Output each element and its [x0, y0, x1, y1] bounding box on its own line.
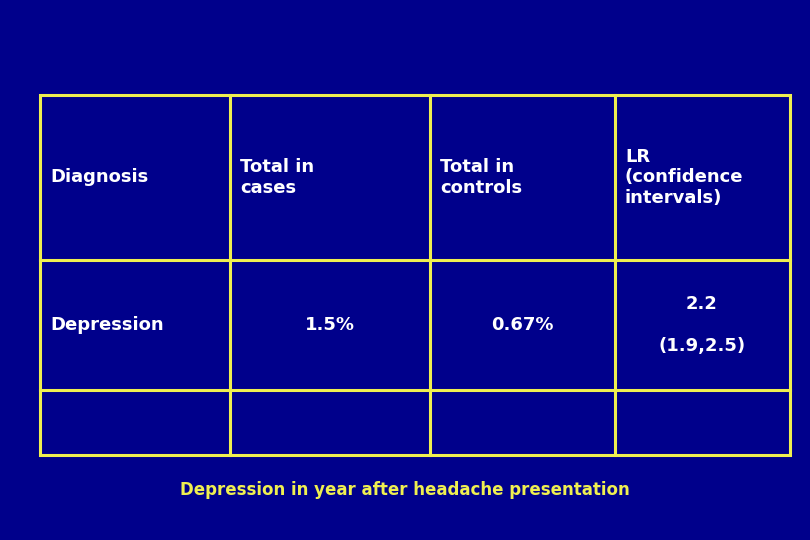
Bar: [40, 95, 790, 455]
Text: Depression in year after headache presentation: Depression in year after headache presen…: [180, 481, 630, 499]
Text: 2.2

(1.9,2.5): 2.2 (1.9,2.5): [659, 295, 745, 355]
Text: Total in
controls: Total in controls: [440, 158, 522, 197]
Text: LR
(confidence
intervals): LR (confidence intervals): [625, 148, 744, 207]
Text: Depression: Depression: [50, 316, 164, 334]
Text: 0.67%: 0.67%: [491, 316, 553, 334]
Text: Total in
cases: Total in cases: [240, 158, 314, 197]
Text: Diagnosis: Diagnosis: [50, 168, 148, 186]
Text: 1.5%: 1.5%: [305, 316, 355, 334]
